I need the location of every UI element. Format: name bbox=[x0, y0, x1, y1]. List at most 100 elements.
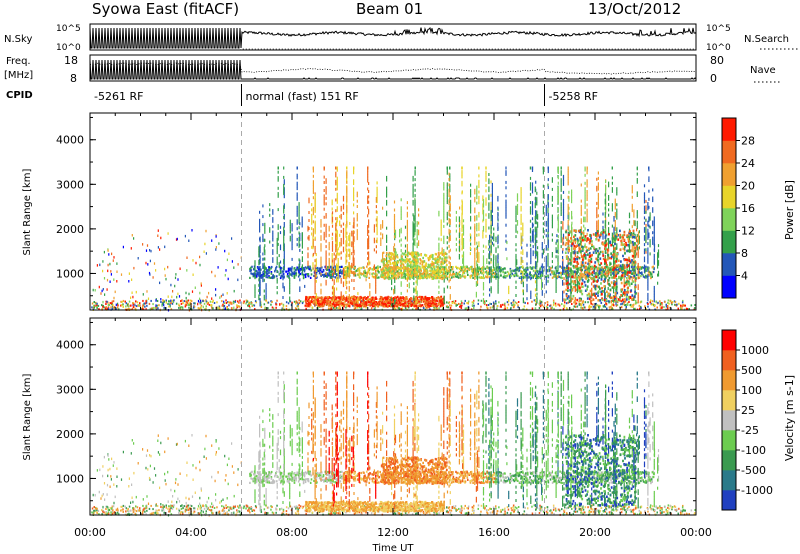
power-cell bbox=[648, 176, 650, 180]
power-cell bbox=[192, 273, 194, 276]
power-cell bbox=[485, 170, 487, 174]
power-cell bbox=[613, 226, 615, 230]
power-cell bbox=[400, 296, 402, 299]
power-cell bbox=[336, 247, 338, 251]
power-cell bbox=[562, 180, 565, 184]
power-cell bbox=[505, 172, 507, 176]
power-cell bbox=[505, 215, 507, 219]
power-cell bbox=[328, 241, 330, 245]
power-cell bbox=[510, 307, 512, 310]
power-cell bbox=[653, 253, 655, 257]
power-cell bbox=[404, 296, 407, 299]
power-cell bbox=[640, 305, 642, 308]
power-cell bbox=[145, 307, 147, 311]
power-cell bbox=[111, 300, 113, 303]
power-cell bbox=[398, 268, 400, 271]
power-cell bbox=[331, 305, 334, 308]
power-cell bbox=[537, 276, 540, 280]
power-cell bbox=[170, 283, 172, 287]
power-cell bbox=[308, 296, 311, 299]
power-cell bbox=[262, 273, 264, 277]
power-cell bbox=[163, 300, 165, 303]
power-cell bbox=[449, 232, 451, 236]
power-cell bbox=[311, 300, 314, 303]
power-cell bbox=[383, 265, 386, 268]
power-cell bbox=[377, 304, 379, 307]
power-cell bbox=[440, 230, 442, 234]
power-cell bbox=[643, 184, 646, 188]
power-cell bbox=[372, 272, 375, 275]
power-cell bbox=[643, 195, 646, 198]
power-cell bbox=[332, 275, 334, 278]
power-cell bbox=[320, 248, 322, 252]
power-cell bbox=[368, 224, 370, 228]
power-cell bbox=[354, 303, 357, 306]
power-cell bbox=[478, 185, 480, 189]
power-cell bbox=[402, 296, 404, 299]
power-cell bbox=[636, 223, 638, 227]
power-cell bbox=[289, 222, 291, 226]
power-cell bbox=[290, 270, 293, 273]
power-cell bbox=[657, 301, 659, 304]
power-cell bbox=[350, 299, 353, 302]
power-cell bbox=[610, 271, 612, 274]
power-cell bbox=[650, 273, 652, 276]
power-cell bbox=[571, 229, 573, 233]
power-cell bbox=[144, 305, 146, 308]
power-cell bbox=[274, 270, 276, 273]
power-cell bbox=[531, 222, 534, 226]
power-cell bbox=[102, 305, 104, 308]
power-cell bbox=[402, 299, 405, 302]
power-cell bbox=[526, 278, 528, 282]
power-cell bbox=[376, 266, 378, 269]
power-cell bbox=[505, 210, 507, 214]
power-cell bbox=[571, 245, 573, 249]
power-cell bbox=[648, 235, 650, 239]
power-cell bbox=[647, 258, 649, 262]
power-cell bbox=[263, 274, 265, 277]
power-cell bbox=[412, 186, 414, 190]
power-cell bbox=[108, 304, 111, 306]
power-cell bbox=[186, 256, 188, 259]
power-cell bbox=[270, 276, 272, 279]
power-cell bbox=[610, 301, 613, 304]
power-cell bbox=[335, 257, 337, 261]
power-cell bbox=[558, 304, 561, 307]
power-cell bbox=[363, 301, 365, 304]
power-cell bbox=[224, 307, 226, 310]
power-cell bbox=[531, 300, 533, 303]
power-cell bbox=[365, 302, 367, 305]
power-cell bbox=[616, 211, 618, 215]
power-cell bbox=[531, 201, 534, 205]
power-cell bbox=[312, 262, 314, 266]
nave-label: Nave bbox=[750, 65, 776, 76]
power-cell bbox=[339, 303, 341, 306]
power-cell bbox=[614, 214, 616, 218]
power-cell bbox=[665, 305, 668, 308]
power-cell bbox=[358, 303, 361, 306]
power-cell bbox=[495, 255, 497, 259]
power-cell bbox=[335, 179, 337, 183]
power-cell bbox=[545, 290, 547, 294]
power-cell bbox=[295, 274, 297, 277]
power-cell bbox=[300, 268, 302, 271]
power-cell bbox=[545, 207, 547, 211]
power-cell bbox=[145, 300, 147, 303]
power-cell bbox=[364, 296, 366, 298]
cpid-segment-label: -5261 RF bbox=[94, 90, 143, 103]
power-cell bbox=[531, 238, 534, 242]
power-cell bbox=[545, 263, 547, 267]
power-cell bbox=[626, 277, 628, 280]
power-cell bbox=[400, 269, 402, 272]
power-cell bbox=[643, 248, 646, 252]
power-cell bbox=[508, 285, 510, 289]
power-cell bbox=[361, 299, 363, 302]
power-cell bbox=[455, 304, 457, 307]
power-cell bbox=[354, 307, 357, 310]
power-cell bbox=[602, 225, 604, 229]
power-cell bbox=[145, 261, 147, 265]
power-cell bbox=[571, 234, 573, 238]
power-cell bbox=[313, 301, 316, 304]
power-cell bbox=[299, 272, 302, 275]
power-cell bbox=[400, 249, 402, 253]
